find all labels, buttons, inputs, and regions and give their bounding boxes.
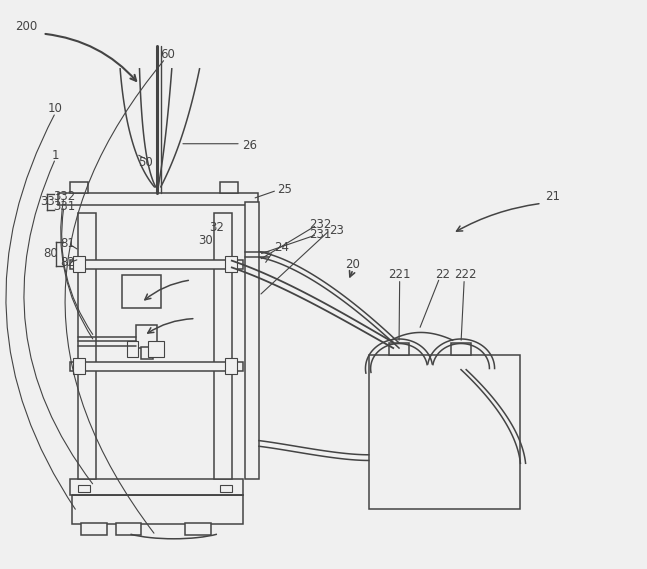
Bar bbox=[71, 362, 243, 371]
Text: 33: 33 bbox=[40, 195, 54, 208]
Bar bbox=[122, 275, 161, 308]
Text: 10: 10 bbox=[48, 102, 63, 115]
Text: 20: 20 bbox=[345, 258, 360, 271]
Text: 23: 23 bbox=[329, 224, 344, 237]
Text: 26: 26 bbox=[242, 139, 257, 152]
Bar bbox=[73, 358, 85, 374]
Bar bbox=[78, 213, 96, 479]
Bar bbox=[225, 358, 237, 374]
Text: 30: 30 bbox=[199, 234, 214, 247]
Bar bbox=[78, 485, 90, 492]
Bar bbox=[148, 341, 164, 357]
Bar bbox=[116, 523, 142, 535]
Bar bbox=[220, 485, 232, 492]
Bar bbox=[73, 256, 85, 272]
Bar bbox=[71, 479, 243, 494]
Bar bbox=[369, 356, 520, 509]
Bar bbox=[452, 343, 471, 356]
Text: 82: 82 bbox=[60, 257, 74, 270]
Text: 231: 231 bbox=[309, 228, 331, 241]
Bar bbox=[71, 182, 89, 192]
Bar bbox=[245, 201, 259, 479]
Text: 232: 232 bbox=[309, 218, 331, 232]
Bar bbox=[220, 182, 238, 192]
Text: 21: 21 bbox=[545, 190, 560, 203]
Text: 200: 200 bbox=[16, 20, 38, 33]
Text: 24: 24 bbox=[274, 241, 289, 254]
Text: 25: 25 bbox=[278, 183, 292, 196]
Bar bbox=[58, 192, 258, 205]
Text: 50: 50 bbox=[138, 156, 153, 169]
Text: 80: 80 bbox=[44, 247, 58, 260]
Text: 332: 332 bbox=[53, 190, 75, 203]
Bar bbox=[82, 523, 107, 535]
Text: 60: 60 bbox=[160, 48, 175, 61]
Bar bbox=[142, 347, 153, 360]
Bar bbox=[72, 494, 243, 524]
Text: 1: 1 bbox=[52, 149, 60, 162]
Bar bbox=[127, 341, 138, 357]
Text: 81: 81 bbox=[60, 237, 74, 250]
Bar bbox=[225, 256, 237, 272]
Bar bbox=[137, 325, 157, 348]
Text: 221: 221 bbox=[388, 268, 411, 281]
Bar bbox=[389, 343, 409, 356]
Bar bbox=[184, 523, 210, 535]
Text: 22: 22 bbox=[435, 268, 450, 281]
Text: 32: 32 bbox=[209, 221, 224, 234]
Bar bbox=[71, 259, 243, 269]
Bar bbox=[214, 213, 232, 479]
Text: 331: 331 bbox=[53, 200, 75, 213]
Text: 222: 222 bbox=[454, 268, 477, 281]
